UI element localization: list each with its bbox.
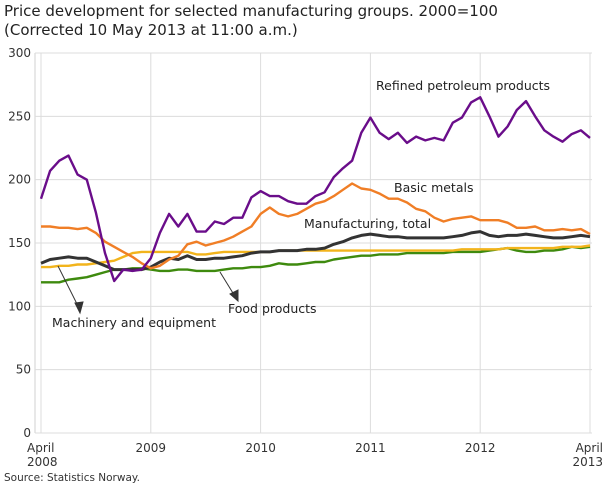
series-line-manufacturing-total (40, 230, 591, 272)
series-line-refined-petroleum-products (39, 96, 591, 283)
y-tick-label: 250 (8, 109, 31, 123)
x-tick-label: 2013 (572, 455, 603, 469)
y-tick-label: 0 (23, 426, 31, 440)
y-tick-label: 150 (8, 236, 31, 250)
chart-subtitle: (Corrected 10 May 2013 at 11:00 a.m.) (4, 21, 298, 39)
series-labels: Refined petroleum products Basic metals … (52, 78, 550, 330)
label-basic-metals: Basic metals (394, 180, 473, 195)
x-tick-label: 2008 (27, 455, 58, 469)
gridlines (34, 52, 592, 434)
label-refined-petroleum: Refined petroleum products (376, 78, 550, 93)
arrow-machinery (57, 265, 84, 315)
y-tick-label: 100 (8, 299, 31, 313)
label-manufacturing-total: Manufacturing, total (304, 216, 431, 231)
y-tick-label: 50 (16, 363, 31, 377)
y-tick-label: 200 (8, 173, 31, 187)
x-tick-label: 2010 (245, 441, 276, 455)
y-axis-ticks: 0 50 100 150 200 250 300 (8, 46, 31, 440)
x-tick-label: 2009 (136, 441, 167, 455)
arrow-food-products (219, 271, 239, 303)
x-tick-label: 2012 (465, 441, 496, 455)
series-lines (39, 96, 591, 284)
x-tick-label: April (27, 441, 54, 455)
x-tick-label: April (576, 441, 603, 455)
chart-title-block: Price development for selected manufactu… (4, 2, 498, 40)
label-food-products: Food products (228, 301, 317, 316)
label-machinery: Machinery and equipment (52, 315, 216, 330)
series-line-basic-metals (41, 182, 591, 270)
y-tick-label: 300 (8, 46, 31, 60)
source-note: Source: Statistics Norway. (4, 472, 140, 484)
x-tick-label: 2011 (355, 441, 386, 455)
chart-title: Price development for selected manufactu… (4, 2, 498, 20)
